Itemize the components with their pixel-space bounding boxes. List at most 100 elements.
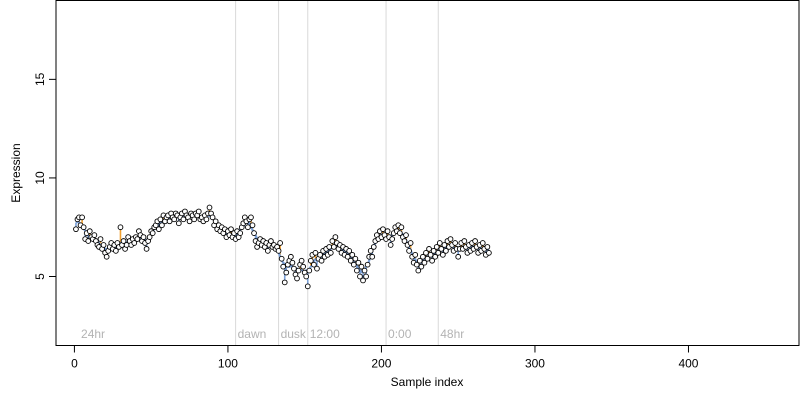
data-point — [318, 257, 325, 264]
data-point — [486, 249, 492, 256]
data-point — [344, 253, 351, 260]
data-point — [461, 238, 468, 244]
data-point — [298, 257, 305, 264]
data-point — [280, 263, 287, 270]
data-point — [397, 230, 403, 236]
data-point — [472, 238, 478, 244]
y-tick-label: 10 — [33, 171, 47, 185]
data-point — [175, 220, 182, 227]
data-point — [433, 244, 440, 250]
axes-layer: 0 100 200 300 400 5 10 15 — [33, 72, 699, 370]
data-point — [113, 248, 119, 254]
data-point — [413, 261, 420, 268]
data-point — [435, 249, 442, 256]
data-point — [407, 240, 414, 246]
data-point — [120, 238, 127, 244]
data-point — [103, 253, 110, 260]
data-point — [332, 234, 339, 240]
data-point — [300, 263, 307, 270]
data-point — [370, 244, 377, 250]
data-point — [191, 216, 198, 223]
data-point — [440, 251, 446, 258]
data-point — [354, 267, 360, 274]
data-point — [268, 238, 274, 244]
data-point — [85, 238, 92, 244]
data-point — [447, 236, 454, 242]
data-point — [403, 232, 409, 238]
data-point — [294, 275, 300, 282]
data-point — [360, 277, 366, 284]
data-point — [364, 261, 371, 268]
data-point — [288, 253, 294, 260]
annotation-label-2: dusk — [281, 327, 307, 341]
data-point — [195, 208, 202, 215]
data-point — [209, 214, 216, 221]
data-point — [166, 218, 173, 225]
data-point — [479, 240, 486, 246]
data-point — [420, 253, 426, 260]
annotation-layer: 24hr dawn dusk 12:00 0:00 48hr — [81, 0, 464, 346]
data-point — [159, 222, 165, 229]
data-point — [212, 218, 219, 225]
data-point — [426, 246, 432, 252]
data-point — [424, 255, 431, 262]
data-point — [455, 253, 462, 260]
data-point — [186, 218, 193, 225]
data-point — [283, 269, 290, 276]
data-point — [380, 226, 386, 233]
data-point — [349, 251, 356, 258]
data-point — [134, 236, 141, 242]
data-point — [314, 265, 320, 272]
x-tick-label: 400 — [678, 357, 698, 371]
data-point — [438, 246, 445, 252]
data-point — [412, 251, 419, 258]
data-point — [306, 267, 313, 274]
data-point — [317, 251, 323, 258]
data-point — [416, 257, 423, 264]
data-point — [264, 248, 271, 254]
data-point — [157, 216, 164, 223]
data-point — [432, 253, 439, 260]
data-point — [406, 248, 412, 254]
plot-frame — [55, 0, 800, 346]
data-point — [357, 273, 363, 280]
y-tick-label: 5 — [33, 273, 47, 280]
data-point — [203, 216, 210, 223]
data-point — [307, 257, 314, 264]
data-point — [171, 216, 178, 223]
data-point — [277, 240, 283, 246]
data-point — [346, 248, 353, 254]
data-point — [429, 257, 435, 264]
data-point — [149, 230, 156, 236]
data-point — [436, 240, 443, 246]
y-axis-title: Expression — [9, 143, 23, 202]
data-point — [80, 224, 87, 231]
data-point — [86, 228, 93, 235]
data-point — [331, 244, 337, 250]
data-point — [289, 259, 296, 266]
annotation-label-4: 0:00 — [388, 327, 412, 341]
data-point — [350, 261, 357, 268]
data-point — [91, 232, 98, 238]
annotation-label-1: dawn — [238, 327, 267, 341]
data-point — [275, 248, 282, 254]
data-point — [73, 226, 79, 233]
data-point — [100, 242, 107, 248]
data-point — [358, 263, 365, 270]
annotation-label-5: 48hr — [440, 327, 464, 341]
y-tick-label: 15 — [33, 72, 47, 86]
data-point — [303, 273, 310, 280]
data-point — [427, 251, 434, 258]
data-point — [441, 242, 448, 248]
data-point — [484, 244, 491, 250]
data-point — [140, 234, 147, 240]
data-point — [156, 226, 162, 233]
data-point — [367, 248, 374, 254]
data-point — [117, 224, 124, 231]
data-point — [352, 255, 359, 262]
data-point — [369, 253, 376, 260]
data-point — [245, 224, 251, 231]
data-point — [401, 238, 408, 244]
x-axis-title: Sample index — [391, 375, 464, 389]
data-point — [387, 242, 394, 248]
